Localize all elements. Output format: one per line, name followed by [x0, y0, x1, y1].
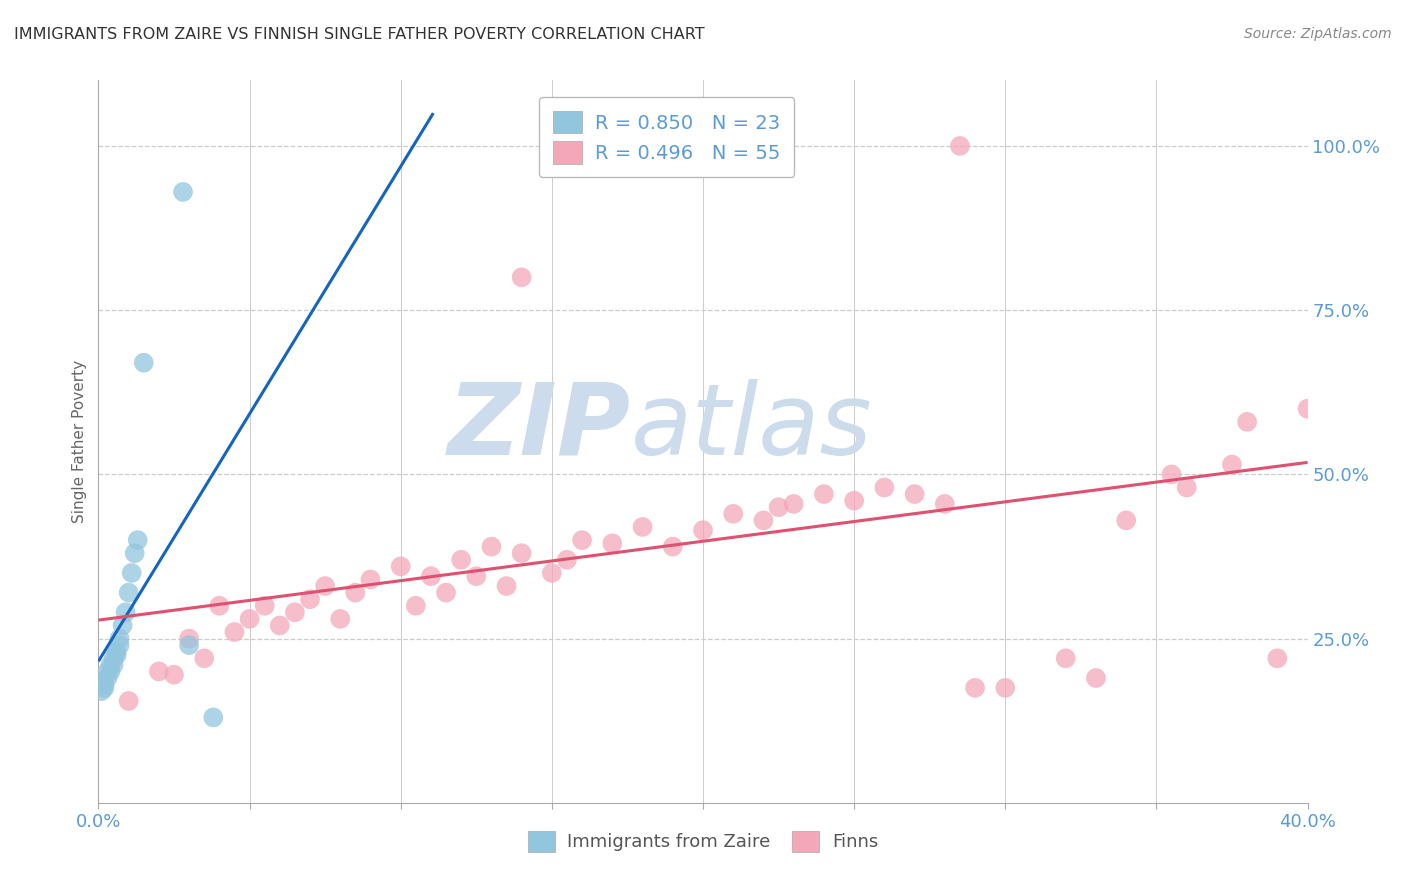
Point — [844, 493, 866, 508]
Point — [100, 665, 122, 679]
Point — [108, 638, 131, 652]
Point — [172, 185, 194, 199]
Point — [224, 625, 246, 640]
Point — [118, 585, 141, 599]
Point — [1085, 671, 1108, 685]
Point — [121, 566, 143, 580]
Point — [481, 540, 503, 554]
Text: ZIP: ZIP — [447, 378, 630, 475]
Text: IMMIGRANTS FROM ZAIRE VS FINNISH SINGLE FATHER POVERTY CORRELATION CHART: IMMIGRANTS FROM ZAIRE VS FINNISH SINGLE … — [14, 27, 704, 42]
Point — [510, 546, 533, 560]
Point — [631, 520, 654, 534]
Point — [768, 500, 790, 515]
Point — [179, 638, 201, 652]
Point — [965, 681, 987, 695]
Point — [420, 569, 443, 583]
Point — [344, 585, 367, 599]
Point — [360, 573, 382, 587]
Point — [179, 632, 201, 646]
Point — [434, 585, 457, 599]
Point — [1267, 651, 1289, 665]
Point — [661, 540, 683, 554]
Point — [555, 553, 578, 567]
Point — [752, 139, 775, 153]
Text: Source: ZipAtlas.com: Source: ZipAtlas.com — [1244, 27, 1392, 41]
Point — [873, 481, 896, 495]
Legend: Immigrants from Zaire, Finns: Immigrants from Zaire, Finns — [520, 823, 886, 859]
Point — [540, 566, 562, 580]
Point — [949, 139, 972, 153]
Point — [96, 665, 118, 679]
Point — [1175, 481, 1198, 495]
Point — [118, 694, 141, 708]
Point — [389, 559, 412, 574]
Point — [105, 648, 128, 662]
Point — [314, 579, 336, 593]
Text: atlas: atlas — [630, 378, 872, 475]
Point — [571, 533, 593, 547]
Point — [602, 536, 624, 550]
Point — [103, 651, 125, 665]
Point — [111, 618, 134, 632]
Point — [299, 592, 322, 607]
Point — [994, 681, 1017, 695]
Point — [723, 507, 745, 521]
Point — [114, 605, 136, 619]
Point — [103, 657, 125, 672]
Point — [284, 605, 307, 619]
Point — [124, 546, 146, 560]
Point — [1160, 467, 1182, 482]
Point — [208, 599, 231, 613]
Point — [692, 523, 714, 537]
Point — [269, 618, 291, 632]
Point — [163, 667, 186, 681]
Point — [1115, 513, 1137, 527]
Point — [127, 533, 149, 547]
Point — [1220, 458, 1243, 472]
Point — [193, 651, 215, 665]
Point — [510, 270, 533, 285]
Point — [329, 612, 352, 626]
Point — [783, 497, 806, 511]
Point — [108, 632, 131, 646]
Point — [405, 599, 427, 613]
Point — [1054, 651, 1077, 665]
Point — [495, 579, 517, 593]
Point — [100, 657, 122, 672]
Y-axis label: Single Father Poverty: Single Father Poverty — [72, 360, 87, 523]
Point — [90, 684, 112, 698]
Point — [202, 710, 225, 724]
Point — [93, 677, 115, 691]
Point — [1236, 415, 1258, 429]
Point — [239, 612, 262, 626]
Point — [904, 487, 927, 501]
Point — [1296, 401, 1319, 416]
Point — [752, 513, 775, 527]
Point — [96, 671, 118, 685]
Point — [148, 665, 170, 679]
Point — [93, 681, 115, 695]
Point — [813, 487, 835, 501]
Point — [253, 599, 276, 613]
Point — [934, 497, 956, 511]
Point — [132, 356, 155, 370]
Point — [105, 645, 128, 659]
Point — [450, 553, 472, 567]
Point — [465, 569, 488, 583]
